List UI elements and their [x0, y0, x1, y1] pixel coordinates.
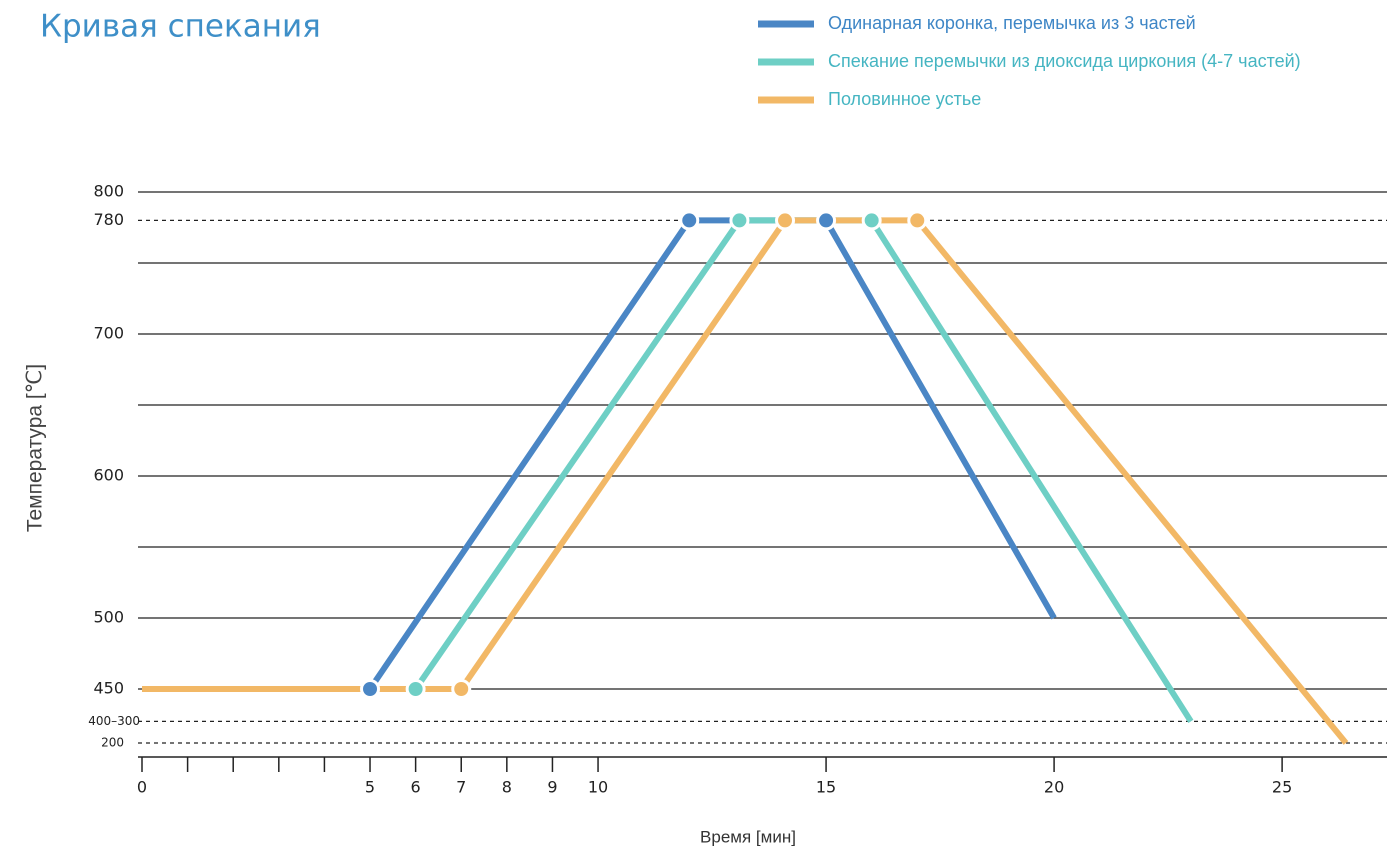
x-tick-label: 20 [1044, 778, 1064, 797]
point-marker [360, 679, 381, 699]
y-tick-label: 450 [93, 679, 124, 698]
y-tick-label: 500 [93, 608, 124, 627]
series-line [142, 217, 1194, 724]
y-axis-label: Температура [℃] [24, 364, 47, 532]
reference-label: 400–300 [88, 714, 140, 728]
y-tick-label: 600 [93, 466, 124, 485]
point-marker [816, 210, 837, 231]
reference-label: 780 [93, 210, 124, 229]
y-tick-label: 700 [93, 324, 124, 343]
point-marker [729, 210, 750, 231]
x-tick-label: 5 [365, 778, 375, 797]
point-marker [405, 679, 426, 699]
x-tick-label: 0 [137, 778, 147, 797]
x-tick-label: 6 [411, 778, 421, 797]
point-marker [907, 210, 928, 231]
x-axis-label: Время [мин] [700, 827, 796, 846]
x-tick-label: 9 [547, 778, 557, 797]
point-marker [451, 679, 472, 699]
x-tick-label: 15 [816, 778, 836, 797]
legend-label: Одинарная коронка, перемычка из 3 частей [828, 13, 1196, 33]
x-tick-label: 7 [456, 778, 466, 797]
legend-label: Спекание перемычки из диоксида циркония … [828, 51, 1301, 71]
x-tick-label: 25 [1272, 778, 1292, 797]
point-marker [861, 210, 882, 231]
point-marker [679, 210, 700, 231]
y-tick-label: 800 [93, 182, 124, 201]
legend-label: Половинное устье [828, 89, 981, 109]
x-tick-label: 10 [588, 778, 608, 797]
x-tick-label: 8 [502, 778, 512, 797]
series-line [142, 217, 1349, 745]
reference-label: 200 [101, 736, 124, 750]
point-marker [775, 210, 796, 231]
chart-title: Кривая спекания [40, 9, 321, 45]
